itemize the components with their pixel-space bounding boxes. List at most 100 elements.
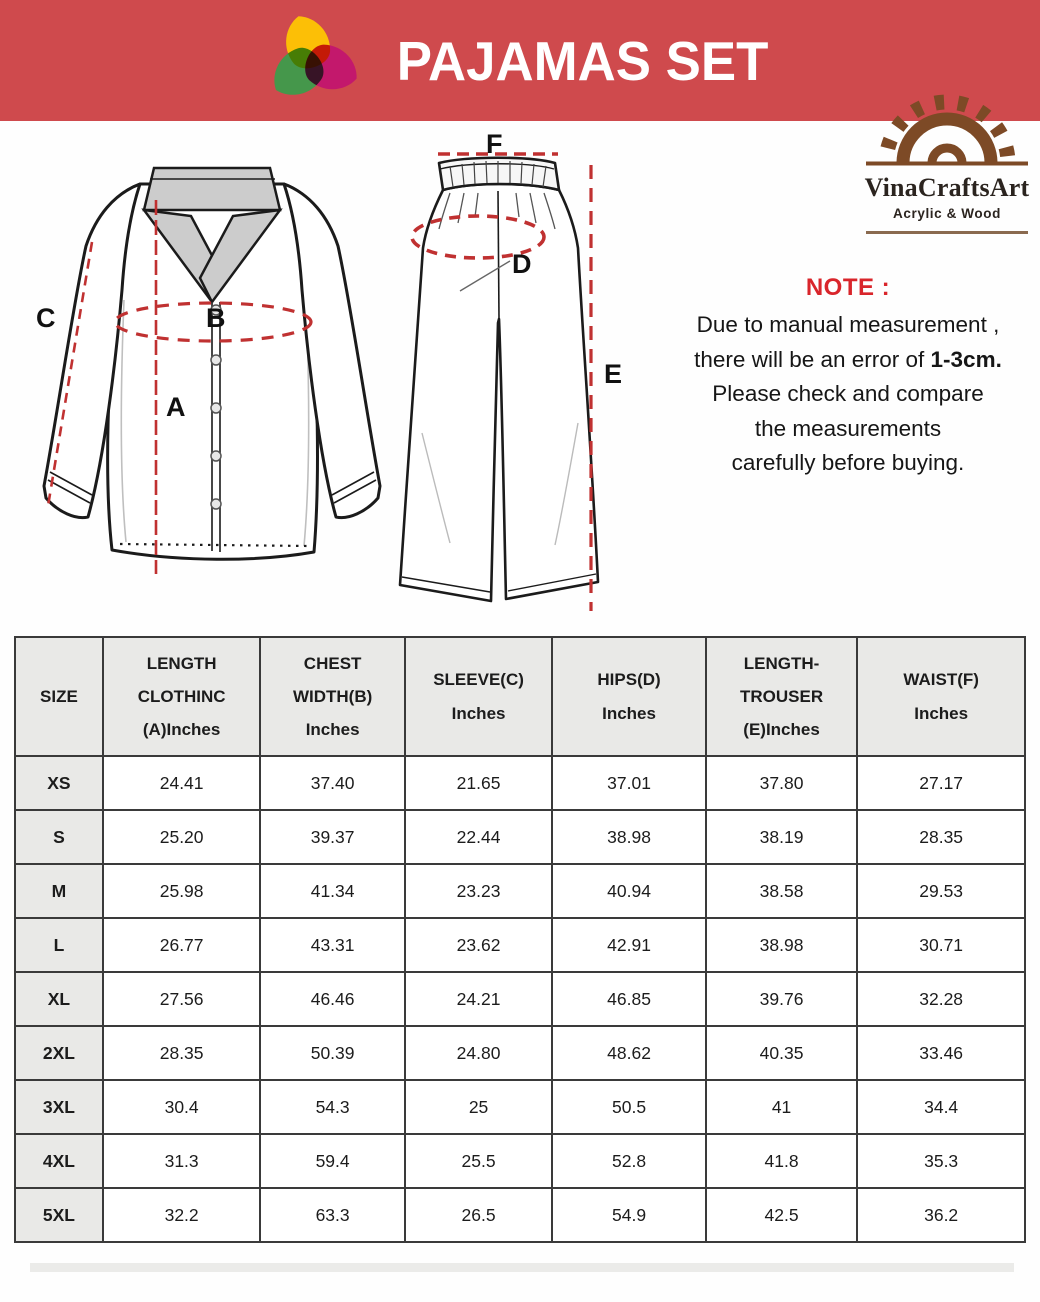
size-table: SIZE LENGTH CLOTHINC (A)Inches CHEST WIDTH… (14, 636, 1026, 1243)
note-line: carefully before buying. (731, 450, 965, 475)
value-cell: 48.62 (551, 1025, 707, 1081)
value-cell: 50.39 (259, 1025, 406, 1081)
brand-logo: VinaCraftsArt Acrylic & Wood (860, 84, 1034, 234)
note-line: there will be an error of 1-3cm. (662, 343, 1034, 378)
header-cell: HIPS(D) Inches (551, 636, 707, 757)
value-cell: 25.98 (101, 863, 262, 919)
value-cell: 34.4 (856, 1079, 1026, 1135)
header-cell: LENGTH- TROUSER (E)Inches (704, 636, 859, 757)
value-cell: 22.44 (403, 809, 554, 865)
value-cell: 41.34 (259, 863, 406, 919)
value-cell: 38.19 (704, 809, 859, 865)
value-cell: 46.85 (551, 971, 707, 1027)
measure-label-b: B (206, 303, 226, 333)
value-cell: 54.9 (551, 1187, 707, 1243)
header-row: SIZE LENGTH CLOTHINC (A)Inches CHEST WIDTH… (14, 636, 1026, 757)
table-row: 3XL 30.4 54.3 25 50.5 41 34.4 (14, 1079, 1026, 1135)
value-cell: 54.3 (259, 1079, 406, 1135)
value-cell: 41.8 (704, 1133, 859, 1189)
header-cell: WAIST(F) Inches (856, 636, 1026, 757)
size-cell: S (14, 809, 104, 865)
value-cell: 26.77 (101, 917, 262, 973)
table-row: XS 24.41 37.40 21.65 37.01 37.80 27.17 (14, 755, 1026, 811)
value-cell: 29.53 (856, 863, 1026, 919)
header-cell: SLEEVE(C) Inches (403, 636, 554, 757)
value-cell: 33.46 (856, 1025, 1026, 1081)
size-cell: L (14, 917, 104, 973)
table-row: L 26.77 43.31 23.62 42.91 38.98 30.71 (14, 917, 1026, 973)
value-cell: 25.20 (101, 809, 262, 865)
value-cell: 27.56 (101, 971, 262, 1027)
value-cell: 23.62 (403, 917, 554, 973)
value-cell: 30.4 (101, 1079, 262, 1135)
note-block: NOTE : Due to manual measurement , there… (662, 274, 1034, 481)
size-table-zone: SIZE LENGTH CLOTHINC (A)Inches CHEST WIDTH… (14, 636, 1026, 1243)
note-line-text: there will be an error of (694, 346, 931, 372)
value-cell: 23.23 (403, 863, 554, 919)
table-row: S 25.20 39.37 22.44 38.98 38.19 28.35 (14, 809, 1026, 865)
value-cell: 42.5 (704, 1187, 859, 1243)
value-cell: 38.98 (551, 809, 707, 865)
value-cell: 25.5 (403, 1133, 554, 1189)
value-cell: 24.21 (403, 971, 554, 1027)
measure-label-f: F (486, 129, 503, 159)
measure-label-d: D (512, 249, 532, 279)
table-row: XL 27.56 46.46 24.21 46.85 39.76 32.28 (14, 971, 1026, 1027)
size-table-body: XS 24.41 37.40 21.65 37.01 37.80 27.17 S 25.20 39… (14, 755, 1026, 1243)
size-cell: 5XL (14, 1187, 104, 1243)
header-banner: PAJAMAS SET (0, 0, 1040, 121)
size-cell: XL (14, 971, 104, 1027)
page-title: PAJAMAS SET (397, 29, 769, 92)
shirt-diagram: C B A (28, 150, 396, 580)
note-line-bold: 1-3cm. (930, 346, 1002, 372)
table-row: M 25.98 41.34 23.23 40.94 38.58 29.53 (14, 863, 1026, 919)
value-cell: 30.71 (856, 917, 1026, 973)
size-cell: M (14, 863, 104, 919)
measure-label-c: C (36, 303, 56, 333)
size-cell: XS (14, 755, 104, 811)
value-cell: 50.5 (551, 1079, 707, 1135)
size-cell: 3XL (14, 1079, 104, 1135)
brand-rule (866, 231, 1028, 234)
value-cell: 35.3 (856, 1133, 1026, 1189)
pajama-shirt-icon (42, 166, 382, 574)
table-bottom-shadow (30, 1263, 1014, 1272)
value-cell: 63.3 (259, 1187, 406, 1243)
size-cell: 2XL (14, 1025, 104, 1081)
value-cell: 43.31 (259, 917, 406, 973)
trousers-diagram: F D E (392, 129, 664, 633)
table-row: 5XL 32.2 63.3 26.5 54.9 42.5 36.2 (14, 1187, 1026, 1243)
value-cell: 36.2 (856, 1187, 1026, 1243)
value-cell: 39.37 (259, 809, 406, 865)
value-cell: 37.80 (704, 755, 859, 811)
saw-blade-icon (866, 94, 1028, 166)
value-cell: 38.98 (704, 917, 859, 973)
value-cell: 31.3 (101, 1133, 262, 1189)
value-cell: 24.80 (403, 1025, 554, 1081)
measure-label-e: E (604, 359, 623, 389)
header-cell-size: SIZE (14, 636, 104, 757)
value-cell: 32.2 (101, 1187, 262, 1243)
header-cell: LENGTH CLOTHINC (A)Inches (101, 636, 262, 757)
value-cell: 40.94 (551, 863, 707, 919)
table-row: 4XL 31.3 59.4 25.5 52.8 41.8 35.3 (14, 1133, 1026, 1189)
note-line: the measurements (754, 415, 942, 441)
value-cell: 42.91 (551, 917, 707, 973)
value-cell: 21.65 (403, 755, 554, 811)
value-cell: 28.35 (856, 809, 1026, 865)
value-cell: 37.01 (551, 755, 707, 811)
value-cell: 27.17 (856, 755, 1026, 811)
value-cell: 28.35 (101, 1025, 262, 1081)
brand-petals-icon (274, 15, 358, 95)
size-cell: 4XL (14, 1133, 104, 1189)
brand-name: VinaCraftsArt (864, 173, 1030, 202)
value-cell: 46.46 (259, 971, 406, 1027)
value-cell: 52.8 (551, 1133, 707, 1189)
value-cell: 59.4 (259, 1133, 406, 1189)
value-cell: 25 (403, 1079, 554, 1135)
value-cell: 37.40 (259, 755, 406, 811)
value-cell: 24.41 (101, 755, 262, 811)
note-line: Due to manual measurement , (696, 312, 1000, 337)
value-cell: 41 (704, 1079, 859, 1135)
